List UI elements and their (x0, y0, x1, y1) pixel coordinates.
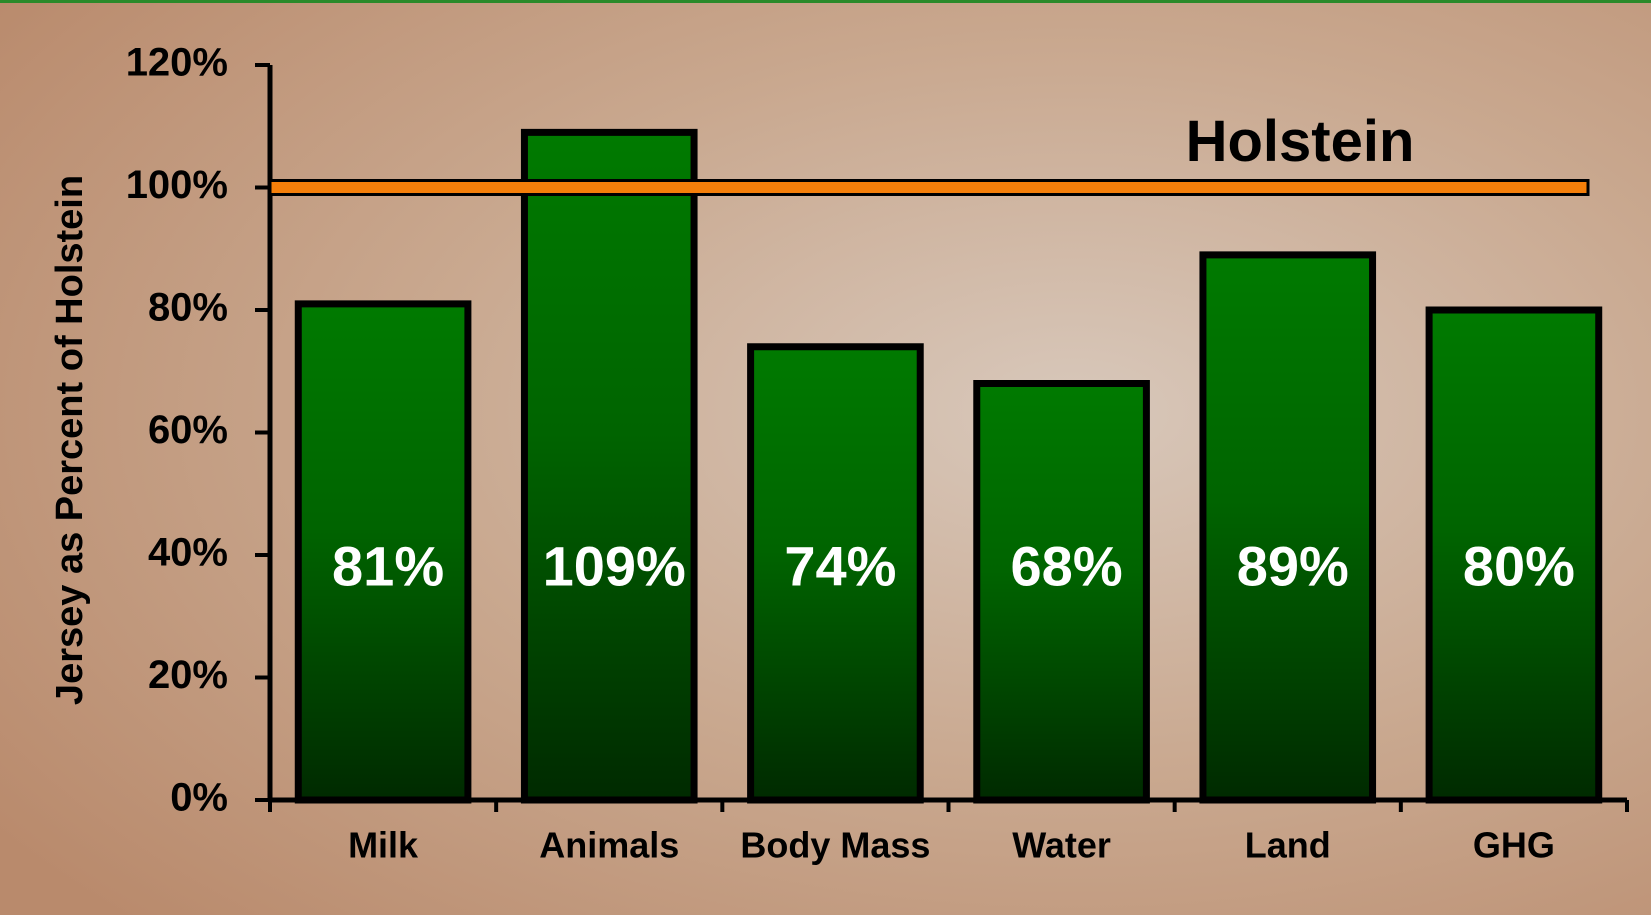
value-label: 109% (543, 534, 686, 597)
y-tick-label: 40% (148, 531, 228, 575)
value-label: 81% (332, 534, 444, 597)
x-tick-label: Animals (539, 825, 679, 866)
y-tick-label: 60% (148, 408, 228, 452)
y-tick-label: 80% (148, 286, 228, 330)
x-tick-label: Water (1012, 825, 1111, 866)
value-label: 74% (784, 534, 896, 597)
x-tick-label: Land (1245, 825, 1331, 866)
y-tick-label: 0% (170, 776, 228, 820)
bar (524, 132, 694, 800)
y-tick-label: 120% (126, 41, 228, 85)
bar (1203, 255, 1373, 800)
value-label: 89% (1237, 534, 1349, 597)
reference-line (270, 181, 1588, 195)
value-label: 68% (1011, 534, 1123, 597)
x-tick-label: GHG (1473, 825, 1555, 866)
x-tick-label: Milk (348, 825, 419, 866)
top-border (0, 0, 1651, 3)
y-tick-label: 20% (148, 653, 228, 697)
reference-label: Holstein (1186, 109, 1415, 174)
chart: Jersey as Percent of Holstein 0% 20% 40% 60… (0, 0, 1651, 915)
y-axis-label: Jersey as Percent of Holstein (49, 175, 91, 705)
x-tick-label: Body Mass (740, 825, 930, 866)
y-tick-label: 100% (126, 163, 228, 207)
value-label: 80% (1463, 534, 1575, 597)
